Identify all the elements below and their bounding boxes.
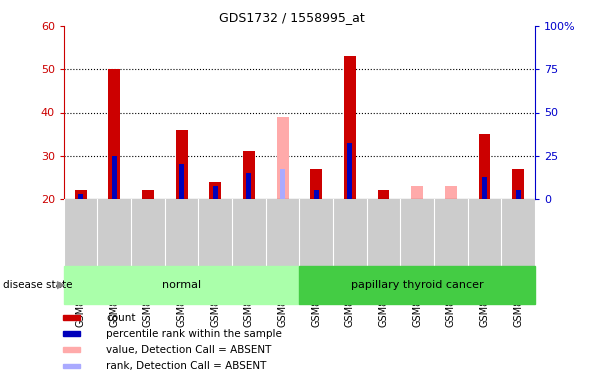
- Bar: [344, 57, 356, 199]
- Text: normal: normal: [162, 280, 201, 290]
- Text: ▶: ▶: [57, 280, 65, 290]
- Bar: [63, 332, 80, 336]
- Bar: [78, 194, 83, 199]
- Bar: [64, 266, 299, 304]
- Bar: [299, 266, 535, 304]
- Bar: [347, 143, 353, 199]
- Bar: [75, 190, 86, 199]
- Bar: [516, 190, 520, 199]
- Bar: [142, 190, 154, 199]
- Text: percentile rank within the sample: percentile rank within the sample: [106, 328, 282, 339]
- Text: count: count: [106, 313, 136, 322]
- Bar: [246, 173, 252, 199]
- Text: papillary thyroid cancer: papillary thyroid cancer: [351, 280, 483, 290]
- Bar: [280, 169, 285, 199]
- Bar: [63, 315, 80, 320]
- Bar: [243, 151, 255, 199]
- Bar: [310, 169, 322, 199]
- Bar: [478, 134, 491, 199]
- Text: value, Detection Call = ABSENT: value, Detection Call = ABSENT: [106, 345, 272, 355]
- Bar: [213, 186, 218, 199]
- Bar: [108, 69, 120, 199]
- Text: rank, Detection Call = ABSENT: rank, Detection Call = ABSENT: [106, 361, 267, 371]
- Bar: [63, 363, 80, 368]
- Bar: [112, 156, 117, 199]
- Bar: [378, 190, 390, 199]
- Bar: [209, 182, 221, 199]
- Text: GDS1732 / 1558995_at: GDS1732 / 1558995_at: [219, 11, 365, 24]
- Bar: [314, 190, 319, 199]
- Bar: [277, 117, 289, 199]
- Bar: [445, 186, 457, 199]
- Bar: [482, 177, 487, 199]
- Bar: [63, 348, 80, 352]
- Bar: [412, 186, 423, 199]
- Bar: [176, 130, 187, 199]
- Bar: [513, 169, 524, 199]
- Bar: [179, 164, 184, 199]
- Text: disease state: disease state: [3, 280, 72, 290]
